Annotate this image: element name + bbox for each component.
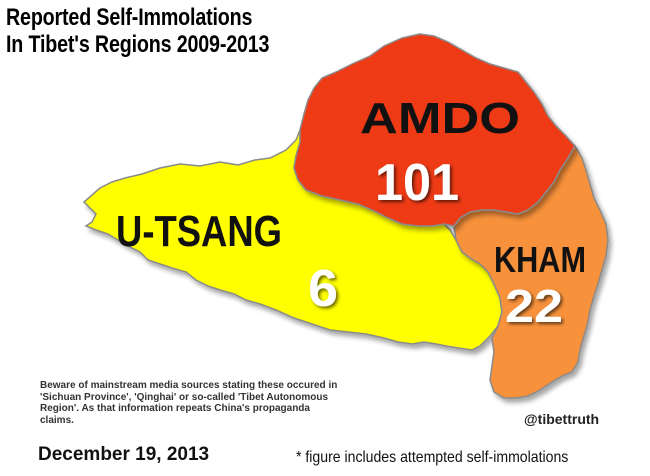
region-count-kham: 22: [505, 280, 563, 332]
media-warning-note: Beware of mainstream media sources stati…: [40, 380, 338, 426]
map-title-line-1: Reported Self-Immolations: [6, 4, 253, 31]
publication-date: December 19, 2013: [38, 444, 210, 465]
region-count-u-tsang: 6: [308, 260, 338, 318]
region-label-u-tsang: U-TSANG: [116, 207, 282, 256]
map-title: Reported Self-Immolations In Tibet's Reg…: [6, 4, 269, 58]
source-handle: @tibettruth: [524, 411, 600, 427]
footnote: * figure includes attempted self-immolat…: [296, 449, 569, 466]
region-count-amdo: 101: [375, 154, 459, 212]
region-amdo-shape: [293, 33, 576, 227]
region-label-amdo: AMDO: [360, 94, 520, 143]
region-label-kham: KHAM: [494, 239, 586, 280]
map-title-line-2: In Tibet's Regions 2009-2013: [6, 31, 270, 58]
